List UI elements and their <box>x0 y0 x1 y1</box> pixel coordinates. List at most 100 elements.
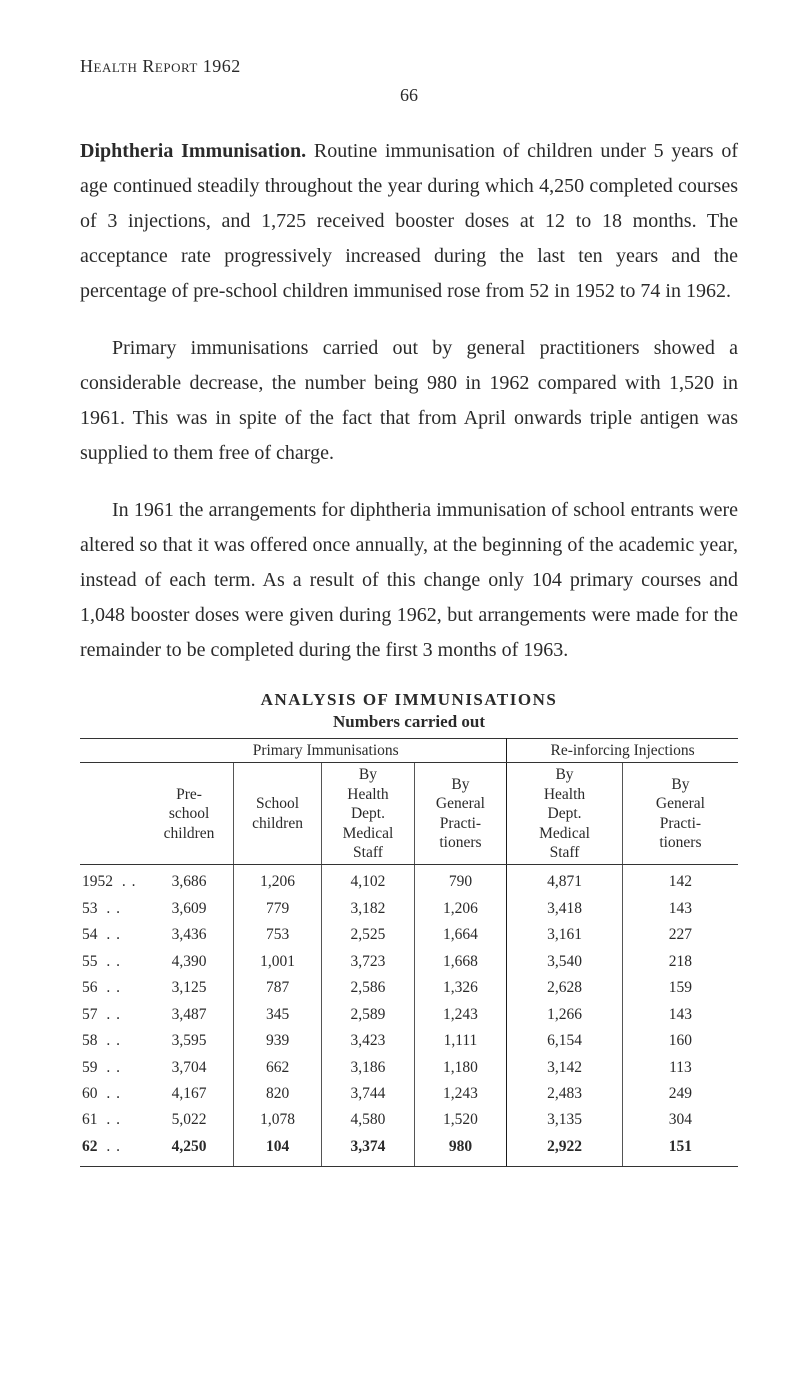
data-cell: 3,161 <box>507 922 623 948</box>
year-cell: 55 . . <box>80 949 145 975</box>
data-cell: 1,266 <box>507 1002 623 1028</box>
table-row: 56 . .3,1257872,5861,3262,628159 <box>80 975 738 1001</box>
col-header-preschool: Pre-schoolchildren <box>145 763 233 865</box>
year-cell: 61 . . <box>80 1107 145 1133</box>
page-number: 66 <box>80 85 738 106</box>
data-cell: 1,206 <box>414 896 507 922</box>
table-row: 61 . .5,0221,0784,5801,5203,135304 <box>80 1107 738 1133</box>
table-row: 53 . .3,6097793,1821,2063,418143 <box>80 896 738 922</box>
data-cell: 4,580 <box>322 1107 414 1133</box>
col-header-reinf-health: ByHealthDept.MedicalStaff <box>507 763 623 865</box>
data-cell: 1,111 <box>414 1028 507 1054</box>
data-cell: 159 <box>622 975 738 1001</box>
data-cell: 3,723 <box>322 949 414 975</box>
data-cell: 3,125 <box>145 975 233 1001</box>
data-cell: 3,374 <box>322 1134 414 1167</box>
data-cell: 3,686 <box>145 865 233 896</box>
year-cell: 53 . . <box>80 896 145 922</box>
data-cell: 2,589 <box>322 1002 414 1028</box>
data-cell: 143 <box>622 1002 738 1028</box>
data-cell: 662 <box>233 1055 321 1081</box>
data-cell: 3,704 <box>145 1055 233 1081</box>
data-cell: 249 <box>622 1081 738 1107</box>
data-cell: 3,609 <box>145 896 233 922</box>
year-cell: 59 . . <box>80 1055 145 1081</box>
data-cell: 1,243 <box>414 1002 507 1028</box>
data-cell: 142 <box>622 865 738 896</box>
data-cell: 113 <box>622 1055 738 1081</box>
table-row: 59 . .3,7046623,1861,1803,142113 <box>80 1055 738 1081</box>
data-cell: 779 <box>233 896 321 922</box>
data-cell: 5,022 <box>145 1107 233 1133</box>
table-row: 55 . .4,3901,0013,7231,6683,540218 <box>80 949 738 975</box>
data-cell: 787 <box>233 975 321 1001</box>
paragraph-2: Primary immunisations carried out by gen… <box>80 331 738 471</box>
data-cell: 4,390 <box>145 949 233 975</box>
data-cell: 1,206 <box>233 865 321 896</box>
table-body: 1952 . .3,6861,2064,1027904,87114253 . .… <box>80 865 738 1167</box>
col-header-school: Schoolchildren <box>233 763 321 865</box>
year-cell: 57 . . <box>80 1002 145 1028</box>
data-cell: 1,180 <box>414 1055 507 1081</box>
table-row: 62 . .4,2501043,3749802,922151 <box>80 1134 738 1167</box>
data-cell: 1,664 <box>414 922 507 948</box>
table-subtitle: Numbers carried out <box>80 712 738 732</box>
table-row: 54 . .3,4367532,5251,6643,161227 <box>80 922 738 948</box>
data-cell: 1,078 <box>233 1107 321 1133</box>
data-cell: 1,001 <box>233 949 321 975</box>
data-cell: 2,525 <box>322 922 414 948</box>
data-cell: 227 <box>622 922 738 948</box>
page: Health Report 1962 66 Diphtheria Immunis… <box>0 0 800 1207</box>
data-cell: 1,326 <box>414 975 507 1001</box>
paragraph-3: In 1961 the arrangements for diphtheria … <box>80 493 738 668</box>
data-cell: 790 <box>414 865 507 896</box>
data-cell: 4,250 <box>145 1134 233 1167</box>
col-header-primary-gp: ByGeneralPracti-tioners <box>414 763 507 865</box>
data-cell: 304 <box>622 1107 738 1133</box>
data-cell: 2,586 <box>322 975 414 1001</box>
table-row: 1952 . .3,6861,2064,1027904,871142 <box>80 865 738 896</box>
paragraph-1-rest: Routine immunisation of children under 5… <box>80 140 738 302</box>
paragraph-1-lead: Diphtheria Immunisation. <box>80 140 306 162</box>
running-head: Health Report 1962 <box>80 56 738 77</box>
table-row: 57 . .3,4873452,5891,2431,266143 <box>80 1002 738 1028</box>
table-title: ANALYSIS OF IMMUNISATIONS <box>80 690 738 710</box>
data-cell: 218 <box>622 949 738 975</box>
data-cell: 2,483 <box>507 1081 623 1107</box>
data-cell: 3,744 <box>322 1081 414 1107</box>
data-cell: 753 <box>233 922 321 948</box>
data-cell: 151 <box>622 1134 738 1167</box>
data-cell: 980 <box>414 1134 507 1167</box>
data-cell: 3,540 <box>507 949 623 975</box>
data-cell: 3,487 <box>145 1002 233 1028</box>
data-cell: 2,628 <box>507 975 623 1001</box>
year-cell: 56 . . <box>80 975 145 1001</box>
table-sub-header-row: Pre-schoolchildren Schoolchildren ByHeal… <box>80 763 738 865</box>
data-cell: 2,922 <box>507 1134 623 1167</box>
table-stub-subheader <box>80 763 145 865</box>
group-header-reinforcing: Re-inforcing Injections <box>507 739 738 763</box>
data-cell: 939 <box>233 1028 321 1054</box>
table-stub-header <box>80 739 145 763</box>
col-header-primary-health: ByHealthDept.MedicalStaff <box>322 763 414 865</box>
data-cell: 820 <box>233 1081 321 1107</box>
paragraph-1: Diphtheria Immunisation. Routine immunis… <box>80 134 738 309</box>
body-text: Diphtheria Immunisation. Routine immunis… <box>80 134 738 668</box>
group-header-primary: Primary Immunisations <box>145 739 507 763</box>
data-cell: 3,436 <box>145 922 233 948</box>
data-cell: 3,182 <box>322 896 414 922</box>
col-header-reinf-gp: ByGeneralPracti-tioners <box>622 763 738 865</box>
data-cell: 4,871 <box>507 865 623 896</box>
table-row: 60 . .4,1678203,7441,2432,483249 <box>80 1081 738 1107</box>
year-cell: 62 . . <box>80 1134 145 1167</box>
year-cell: 58 . . <box>80 1028 145 1054</box>
data-cell: 1,520 <box>414 1107 507 1133</box>
data-cell: 3,418 <box>507 896 623 922</box>
data-cell: 1,243 <box>414 1081 507 1107</box>
data-cell: 104 <box>233 1134 321 1167</box>
data-cell: 6,154 <box>507 1028 623 1054</box>
year-cell: 60 . . <box>80 1081 145 1107</box>
table-group-header-row: Primary Immunisations Re-inforcing Injec… <box>80 739 738 763</box>
data-cell: 4,167 <box>145 1081 233 1107</box>
data-cell: 3,595 <box>145 1028 233 1054</box>
